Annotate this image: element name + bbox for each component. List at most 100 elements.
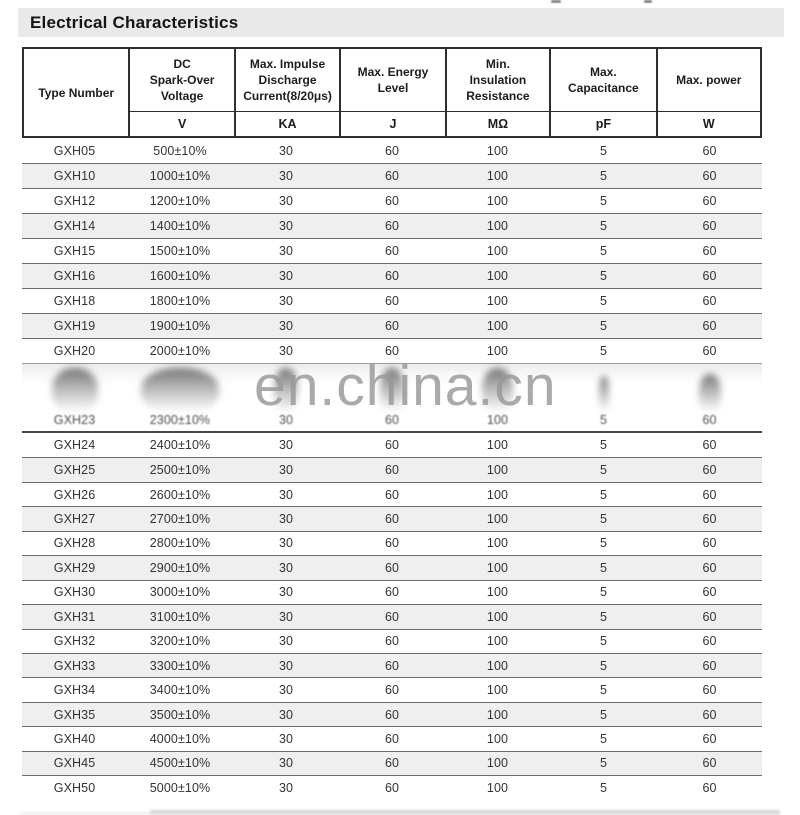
cell-max-energy-level: 60 — [384, 438, 400, 453]
cell-max-capacitance: 5 — [599, 319, 608, 333]
cell-max-energy-level: 60 — [384, 413, 400, 427]
cell-max-power: 60 — [702, 194, 717, 208]
unit-label: J — [389, 117, 397, 131]
cell-max-energy-level: 60 — [384, 463, 400, 478]
cell-max-power: 60 — [702, 438, 717, 453]
cell-impulse-discharge-current: 30 — [278, 463, 294, 478]
cell-impulse-discharge-current: 30 — [278, 560, 294, 575]
cell-max-capacitance: 5 — [599, 413, 608, 427]
blur-smear — [482, 368, 513, 414]
table-header: Type Number DC Spark-Over Voltage V Max.… — [22, 47, 762, 138]
cell-impulse-discharge-current: 30 — [278, 319, 294, 333]
unit-label: MΩ — [487, 117, 509, 131]
cell-max-power: 60 — [702, 585, 717, 600]
cell-max-capacitance: 5 — [599, 294, 608, 308]
cell-max-power: 60 — [702, 780, 717, 795]
unit-label: V — [177, 117, 187, 131]
cell-max-power: 60 — [702, 487, 717, 502]
table-row: GXH15 1500±10% 30 60 100 5 60 — [22, 238, 762, 263]
cell-min-insulation-resistance: 100 — [486, 731, 509, 746]
cell-max-energy-level: 60 — [384, 658, 400, 673]
cell-max-power: 60 — [702, 756, 717, 771]
unit-label: KA — [278, 117, 297, 131]
cell-max-capacitance: 5 — [599, 609, 608, 624]
blur-smear — [380, 368, 404, 414]
cell-type-number: GXH34 — [53, 683, 96, 698]
cell-max-power: 60 — [702, 683, 717, 698]
table-row: GXH31 3100±10% 30 60 100 5 60 — [22, 604, 762, 629]
unit-label: W — [702, 117, 715, 131]
cell-spark-over-voltage: 2500±10% — [149, 463, 211, 478]
cell-spark-over-voltage: 3000±10% — [149, 585, 211, 600]
cell-impulse-discharge-current: 30 — [278, 780, 294, 795]
cell-spark-over-voltage: 3500±10% — [149, 707, 211, 722]
cell-max-energy-level: 60 — [384, 344, 400, 358]
cell-max-power: 60 — [702, 219, 717, 233]
cell-max-energy-level: 60 — [384, 294, 400, 308]
cell-impulse-discharge-current: 30 — [278, 634, 294, 649]
cell-min-insulation-resistance: 100 — [486, 319, 509, 333]
cell-type-number: GXH15 — [53, 244, 96, 258]
column-header-impulse-discharge-current: Max. Impulse Discharge Current(8/20μs) K… — [233, 49, 340, 136]
cell-max-capacitance: 5 — [599, 344, 608, 358]
cell-max-capacitance: 5 — [599, 560, 608, 575]
cell-max-capacitance: 5 — [599, 536, 608, 551]
table-row: GXH25 2500±10% 30 60 100 5 60 — [22, 457, 762, 482]
column-header-max-power: Max. power W — [655, 49, 760, 136]
table-row: GXH28 2800±10% 30 60 100 5 60 — [22, 530, 762, 556]
blur-smear — [52, 368, 98, 414]
cell-impulse-discharge-current: 30 — [278, 536, 294, 551]
cell-type-number: GXH24 — [53, 438, 96, 453]
cell-max-energy-level: 60 — [384, 487, 400, 502]
table-row: GXH50 5000±10% 30 60 100 5 60 — [22, 775, 762, 800]
cell-max-energy-level: 60 — [384, 269, 400, 283]
cell-max-capacitance: 5 — [599, 219, 608, 233]
cell-max-capacitance: 5 — [599, 707, 608, 722]
cell-impulse-discharge-current: 30 — [278, 219, 294, 233]
watermark-text: en.china.cn — [254, 354, 557, 418]
cell-max-energy-level: 60 — [384, 536, 400, 551]
cell-max-energy-level: 60 — [384, 585, 400, 600]
cell-min-insulation-resistance: 100 — [486, 536, 509, 551]
cell-max-capacitance: 5 — [599, 585, 608, 600]
table-row: GXH19 1900±10% 30 60 100 5 60 — [22, 313, 762, 338]
section-title-bar: Electrical Characteristics — [18, 8, 784, 37]
column-header-type-number: Type Number — [38, 85, 115, 100]
table-row: GXH24 2400±10% 30 60 100 5 60 — [22, 433, 762, 458]
cell-max-capacitance: 5 — [599, 756, 608, 771]
table-row: GXH16 1600±10% 30 60 100 5 60 — [22, 263, 762, 288]
cell-max-power: 60 — [702, 609, 717, 624]
cell-max-power: 60 — [702, 344, 717, 358]
cell-impulse-discharge-current: 30 — [278, 269, 294, 283]
cell-max-energy-level: 60 — [384, 780, 400, 795]
cell-type-number: GXH33 — [53, 658, 96, 673]
cell-max-capacitance: 5 — [599, 244, 608, 258]
table-row: GXH10 1000±10% 30 60 100 5 60 — [22, 163, 762, 188]
cell-type-number: GXH12 — [53, 194, 96, 208]
table-row: GXH12 1200±10% 30 60 100 5 60 — [22, 188, 762, 213]
cell-spark-over-voltage: 2800±10% — [149, 536, 211, 551]
table-row: GXH33 3300±10% 30 60 100 5 60 — [22, 652, 762, 678]
cell-min-insulation-resistance: 100 — [486, 219, 509, 233]
cell-max-energy-level: 60 — [384, 731, 400, 746]
cell-min-insulation-resistance: 100 — [486, 756, 509, 771]
table-row: GXH26 2600±10% 30 60 100 5 60 — [22, 481, 762, 507]
cell-max-power: 60 — [702, 731, 717, 746]
scan-artifact-speck — [551, 0, 561, 3]
cell-max-capacitance: 5 — [599, 780, 608, 795]
cell-min-insulation-resistance: 100 — [486, 683, 509, 698]
cell-spark-over-voltage: 1400±10% — [149, 219, 211, 233]
cell-max-energy-level: 60 — [384, 683, 400, 698]
cell-max-energy-level: 60 — [384, 756, 400, 771]
table-row: GXH32 3200±10% 30 60 100 5 60 — [22, 628, 762, 653]
cell-max-energy-level: 60 — [384, 560, 400, 575]
cell-max-energy-level: 60 — [384, 512, 400, 527]
column-header-min-insulation-resistance: Min. Insulation Resistance MΩ — [444, 49, 550, 136]
cell-impulse-discharge-current: 30 — [278, 413, 294, 427]
cell-type-number: GXH14 — [53, 219, 96, 233]
cell-spark-over-voltage: 3100±10% — [149, 609, 211, 624]
cell-type-number: GXH19 — [53, 319, 96, 333]
page-title: Electrical Characteristics — [30, 12, 239, 32]
cell-spark-over-voltage: 500±10% — [153, 143, 207, 158]
cell-type-number: GXH29 — [53, 560, 96, 575]
